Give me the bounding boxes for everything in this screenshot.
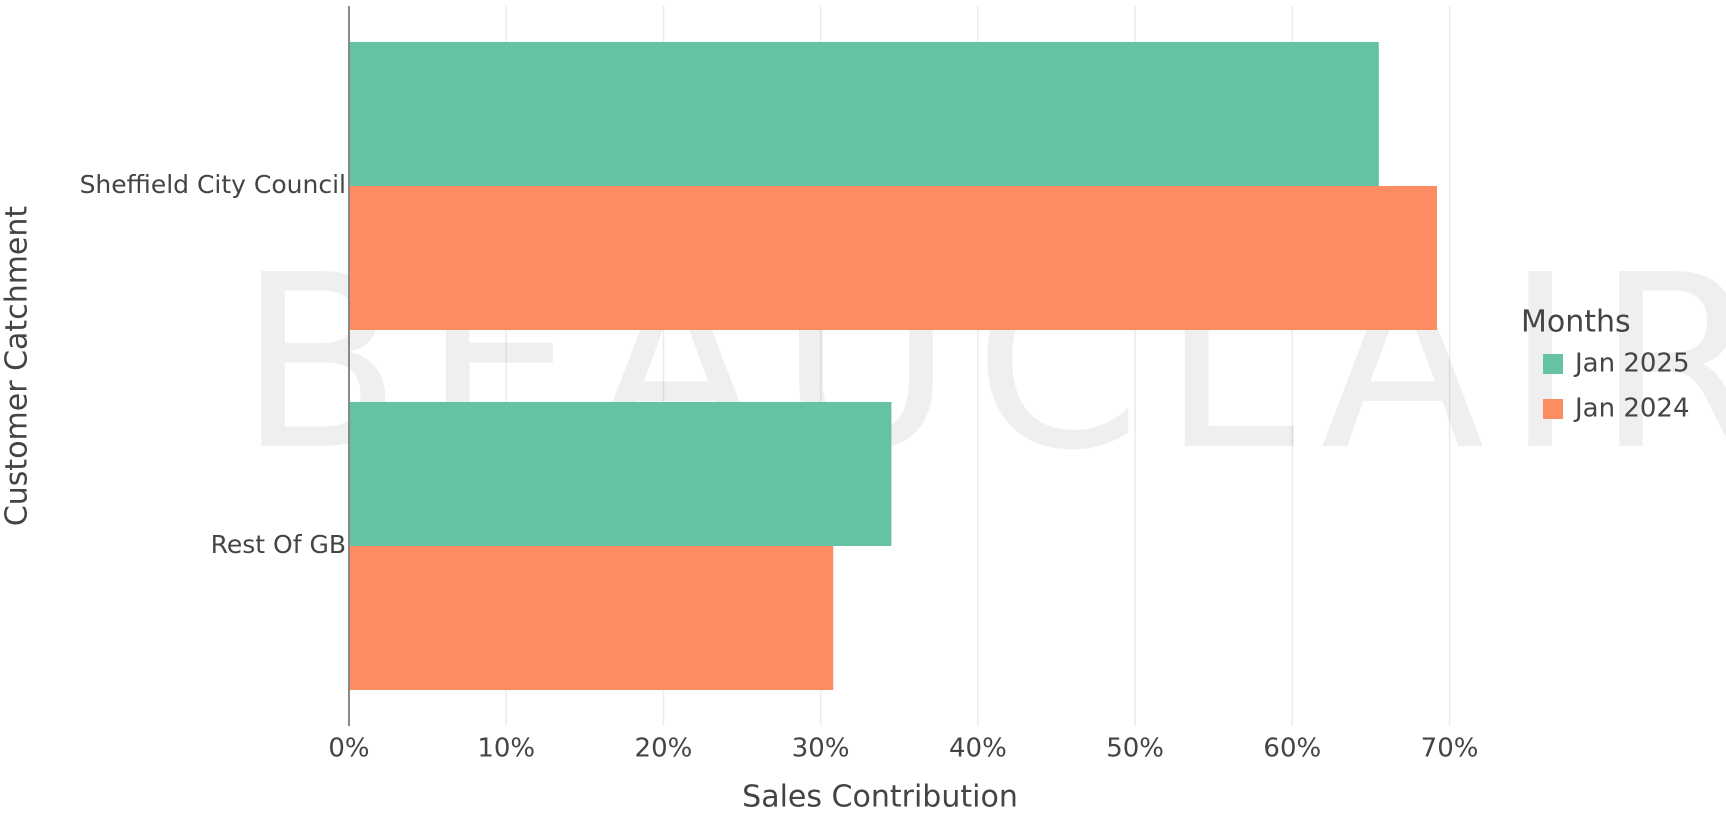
x-tick-label: 50% bbox=[1106, 734, 1164, 764]
bar bbox=[349, 402, 892, 546]
bar bbox=[349, 186, 1437, 330]
bar bbox=[349, 546, 834, 690]
x-axis-title: Sales Contribution bbox=[742, 780, 1018, 813]
x-tick-label: 60% bbox=[1263, 734, 1321, 764]
x-tick-label: 70% bbox=[1421, 734, 1479, 764]
bars bbox=[349, 42, 1437, 690]
legend-title: Months bbox=[1521, 305, 1631, 340]
x-tick-label: 30% bbox=[792, 734, 850, 764]
x-tick-label: 0% bbox=[328, 734, 369, 764]
legend-swatch bbox=[1543, 354, 1563, 374]
x-tick-label: 20% bbox=[635, 734, 693, 764]
y-axis-title: Customer Catchment bbox=[0, 206, 35, 527]
legend-swatch bbox=[1543, 399, 1563, 419]
legend-label: Jan 2025 bbox=[1573, 349, 1690, 379]
legend-label: Jan 2024 bbox=[1573, 394, 1690, 424]
bar bbox=[349, 42, 1379, 186]
y-tick-label: Rest Of GB bbox=[211, 530, 346, 559]
y-tick-label: Sheffield City Council bbox=[80, 170, 346, 199]
x-tick-label: 10% bbox=[477, 734, 535, 764]
x-tick-label: 40% bbox=[949, 734, 1007, 764]
